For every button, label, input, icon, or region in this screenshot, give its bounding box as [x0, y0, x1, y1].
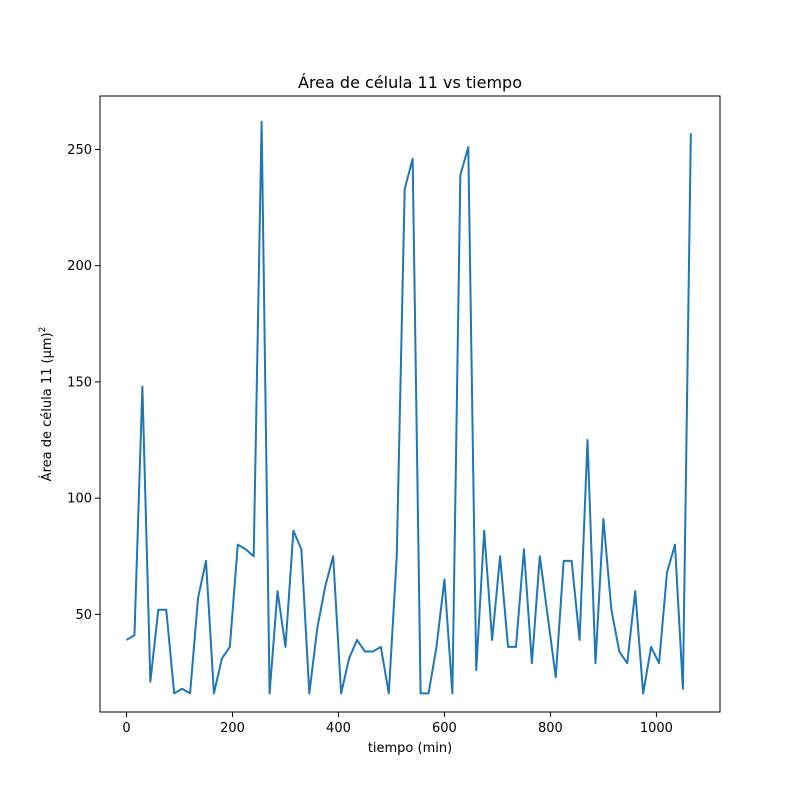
- y-tick-label: 100: [67, 492, 92, 507]
- y-tick-label: 150: [67, 375, 92, 390]
- x-tick-label: 1000: [640, 721, 673, 736]
- x-tick-label: 800: [538, 721, 563, 736]
- chart-title: Área de célula 11 vs tiempo: [298, 73, 522, 92]
- y-axis-label: Área de célula 11 (μm)2: [38, 327, 55, 482]
- y-axis-label-text: Área de célula 11 (μm): [39, 332, 55, 481]
- x-tick-label: 0: [122, 721, 130, 736]
- x-tick-label: 400: [326, 721, 351, 736]
- axes-frame: [99, 95, 721, 713]
- x-axis-label: tiempo (min): [368, 741, 452, 756]
- series-line-0: [125, 120, 692, 695]
- y-tick-label: 50: [75, 608, 92, 623]
- y-axis-label-superscript: 2: [38, 327, 48, 333]
- y-tick-label: 200: [67, 259, 92, 274]
- y-tick-label: 250: [67, 143, 92, 158]
- x-tick-label: 600: [432, 721, 457, 736]
- x-tick-label: 200: [220, 721, 245, 736]
